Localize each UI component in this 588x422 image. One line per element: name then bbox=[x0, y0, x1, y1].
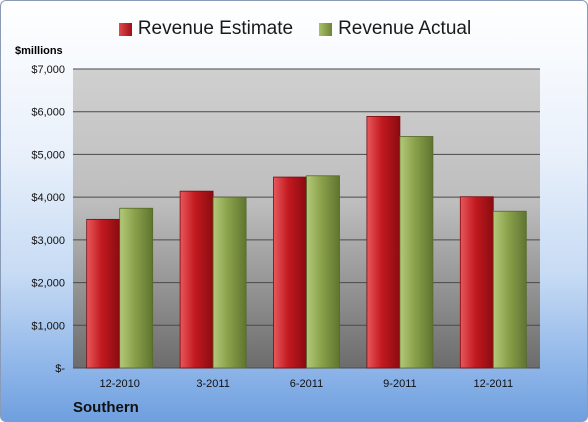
y-tick-label: $3,000 bbox=[31, 235, 65, 247]
bar-revenue-actual bbox=[492, 210, 527, 369]
bar-revenue-estimate bbox=[179, 190, 214, 369]
bar-revenue-estimate bbox=[459, 196, 494, 369]
x-tick-label: 6-2011 bbox=[290, 378, 323, 390]
y-tick-label: $1,000 bbox=[31, 320, 65, 332]
legend-item-estimate: Revenue Estimate bbox=[118, 18, 294, 40]
y-tick-label: $2,000 bbox=[31, 278, 65, 290]
bars bbox=[86, 116, 527, 369]
x-tick-label: 3-2011 bbox=[196, 378, 229, 390]
y-tick-label: $6,000 bbox=[31, 107, 65, 119]
y-tick-labels: $- $1,000 $2,000 $3,000 $4,000 $5,000 $6,000 $7… bbox=[31, 64, 65, 375]
bar-revenue-estimate bbox=[86, 218, 121, 369]
y-tick-label: $7,000 bbox=[31, 64, 65, 76]
x-tick-label: 12-2011 bbox=[474, 378, 514, 390]
bar-revenue-actual bbox=[399, 136, 434, 369]
y-tick-label: $- bbox=[55, 363, 65, 375]
legend-swatch-actual bbox=[319, 22, 333, 36]
bar-revenue-actual bbox=[212, 196, 247, 369]
y-axis-unit-label: $millions bbox=[15, 45, 63, 57]
y-tick-label: $5,000 bbox=[31, 149, 65, 161]
legend: Revenue Estimate Revenue Actual bbox=[1, 15, 587, 43]
x-tick-labels: 12-2010 3-2011 6-2011 9-2011 12-2011 bbox=[100, 378, 514, 390]
bar-revenue-actual bbox=[119, 207, 154, 369]
company-name: Southern bbox=[73, 399, 139, 416]
bar-revenue-estimate bbox=[273, 176, 307, 369]
legend-label-actual: Revenue Actual bbox=[338, 18, 472, 39]
y-tick-label: $4,000 bbox=[31, 192, 65, 204]
bar-revenue-estimate bbox=[366, 116, 401, 369]
legend-swatch-estimate bbox=[118, 22, 132, 36]
x-tick-label: 9-2011 bbox=[383, 378, 416, 390]
x-tick-label: 12-2010 bbox=[100, 378, 140, 390]
legend-item-actual: Revenue Actual bbox=[319, 18, 471, 40]
bar-revenue-actual bbox=[306, 175, 340, 369]
legend-label-estimate: Revenue Estimate bbox=[137, 18, 294, 39]
